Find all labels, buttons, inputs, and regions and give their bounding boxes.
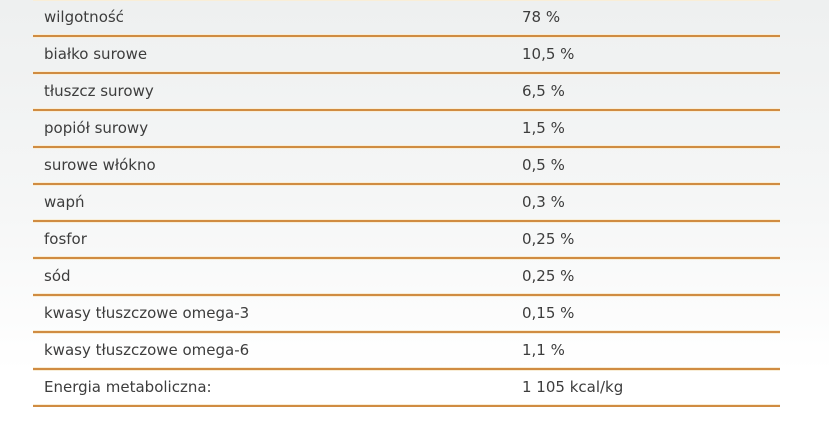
table-row: tłuszcz surowy 6,5 % xyxy=(33,74,780,111)
row-value: 6,5 % xyxy=(522,82,565,100)
row-value: 0,25 % xyxy=(522,267,575,285)
row-value: 0,5 % xyxy=(522,156,565,174)
table-row: Energia metaboliczna: 1 105 kcal/kg xyxy=(33,370,780,407)
row-label: sód xyxy=(44,267,71,285)
table-row: wapń 0,3 % xyxy=(33,185,780,222)
row-value: 1,1 % xyxy=(522,341,565,359)
table-row: popiół surowy 1,5 % xyxy=(33,111,780,148)
row-label: wilgotność xyxy=(44,8,124,26)
table-row: wilgotność 78 % xyxy=(33,0,780,37)
table-row: białko surowe 10,5 % xyxy=(33,37,780,74)
row-value: 10,5 % xyxy=(522,45,575,63)
table-row: kwasy tłuszczowe omega-3 0,15 % xyxy=(33,296,780,333)
row-label: kwasy tłuszczowe omega-6 xyxy=(44,341,250,359)
row-label: kwasy tłuszczowe omega-3 xyxy=(44,304,250,322)
row-label: białko surowe xyxy=(44,45,148,63)
row-label: Energia metaboliczna: xyxy=(44,378,212,396)
row-value: 0,25 % xyxy=(522,230,575,248)
row-label: surowe włókno xyxy=(44,156,156,174)
row-label: fosfor xyxy=(44,230,87,248)
nutrition-table: wilgotność 78 % białko surowe 10,5 % tłu… xyxy=(33,0,780,407)
row-value: 1 105 kcal/kg xyxy=(522,378,624,396)
table-row: sód 0,25 % xyxy=(33,259,780,296)
row-label: wapń xyxy=(44,193,85,211)
row-value: 78 % xyxy=(522,8,561,26)
table-row: kwasy tłuszczowe omega-6 1,1 % xyxy=(33,333,780,370)
row-value: 0,3 % xyxy=(522,193,565,211)
row-value: 1,5 % xyxy=(522,119,565,137)
row-value: 0,15 % xyxy=(522,304,575,322)
table-row: fosfor 0,25 % xyxy=(33,222,780,259)
table-row: surowe włókno 0,5 % xyxy=(33,148,780,185)
row-label: tłuszcz surowy xyxy=(44,82,154,100)
row-label: popiół surowy xyxy=(44,119,149,137)
